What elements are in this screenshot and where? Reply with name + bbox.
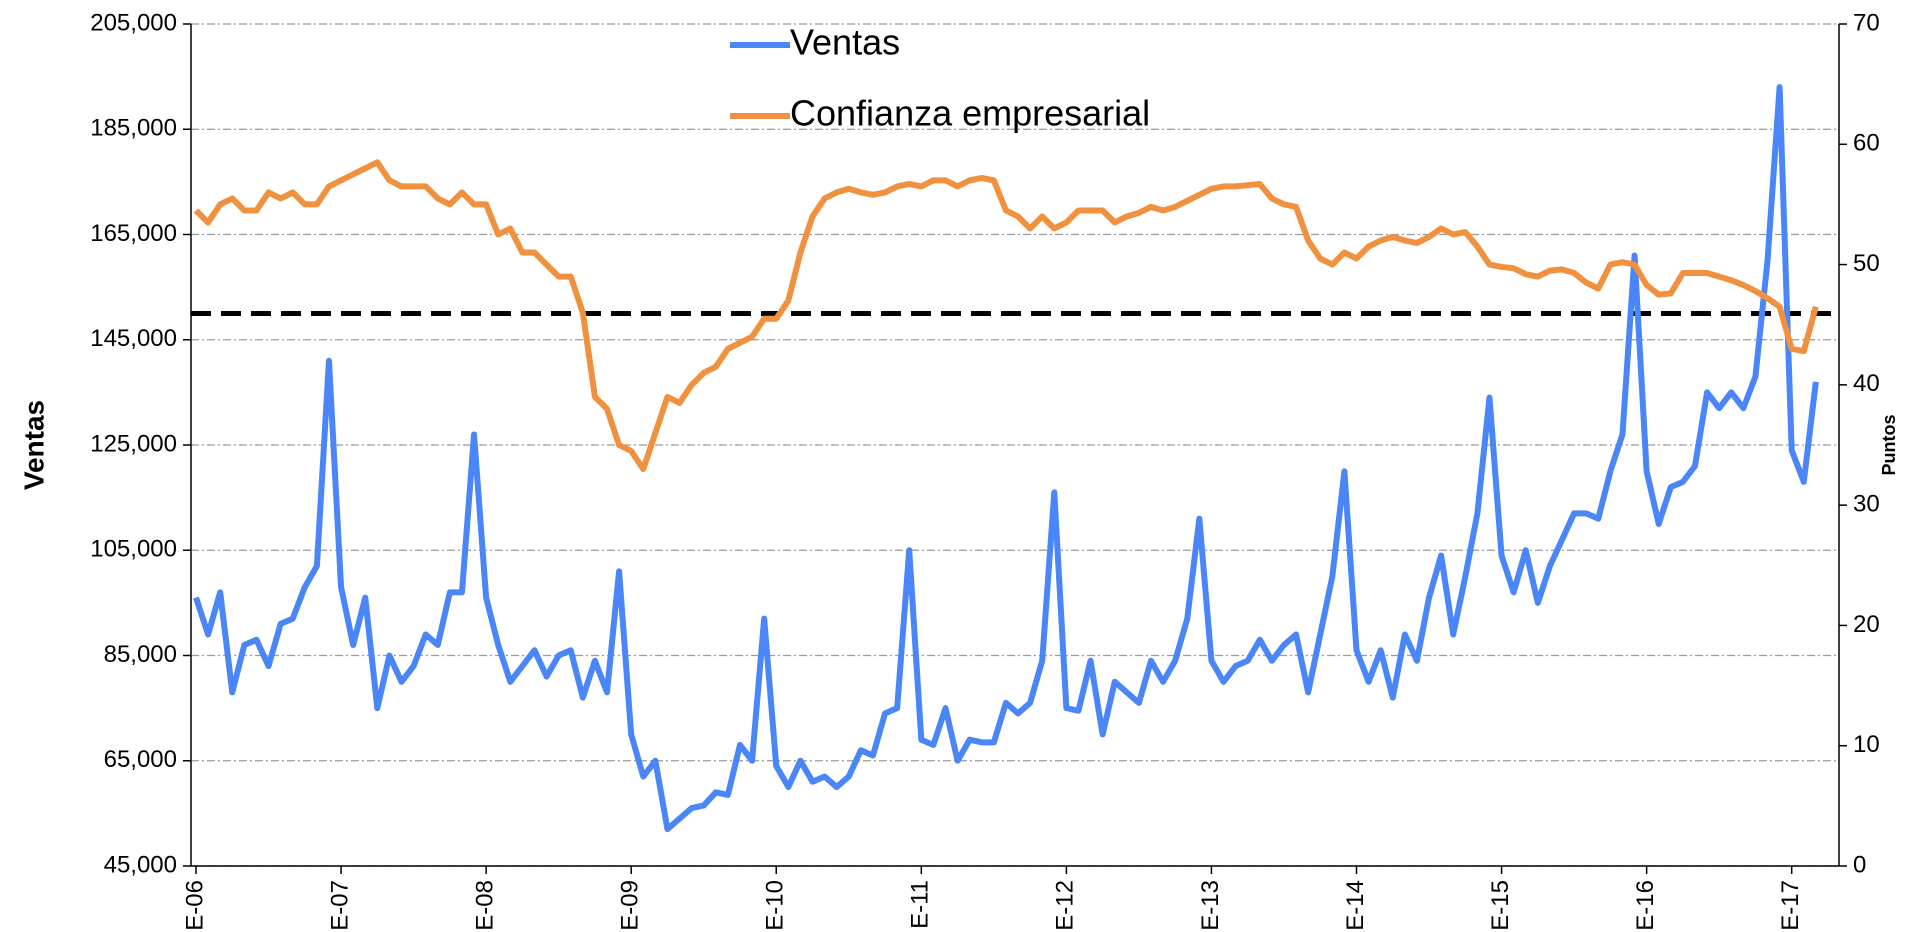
legend-label: Confianza empresarial (790, 93, 1150, 134)
x-tick-label: E-10 (762, 880, 789, 931)
y-tick-label: 205,000 (90, 9, 177, 36)
y2-tick-label: 50 (1853, 250, 1880, 277)
y-tick-label: 45,000 (104, 851, 177, 878)
y-tick-label: 145,000 (90, 325, 177, 352)
y2-tick-label: 70 (1853, 9, 1880, 36)
y-tick-label: 105,000 (90, 536, 177, 563)
x-tick-label: E-07 (326, 880, 353, 931)
y-axis-label: Ventas (18, 400, 49, 490)
x-tick-label: E-06 (181, 880, 208, 931)
y2-tick-label: 60 (1853, 130, 1880, 157)
y-tick-label: 165,000 (90, 220, 177, 247)
x-tick-label: E-17 (1777, 880, 1804, 931)
x-tick-label: E-09 (617, 880, 644, 931)
y-tick-label: 125,000 (90, 430, 177, 457)
x-tick-label: E-13 (1197, 880, 1224, 931)
data-line (193, 84, 1819, 833)
y-tick-label: 85,000 (104, 641, 177, 668)
y2-tick-label: 10 (1853, 731, 1880, 758)
x-tick-label: E-08 (471, 880, 498, 931)
x-tick-label: E-16 (1632, 880, 1659, 931)
y-tick-label: 65,000 (104, 746, 177, 773)
legend-label: Ventas (790, 22, 900, 63)
data-line (193, 159, 1819, 473)
y2-axis-label: Puntos (1879, 415, 1899, 476)
y2-tick-label: 30 (1853, 490, 1880, 517)
x-tick-label: E-14 (1342, 880, 1369, 931)
x-tick-label: E-15 (1487, 880, 1514, 931)
x-tick-label: E-12 (1052, 880, 1079, 931)
x-tick-label: E-11 (907, 880, 934, 929)
y2-tick-label: 0 (1853, 851, 1866, 878)
y2-tick-label: 40 (1853, 370, 1880, 397)
y-tick-label: 185,000 (90, 115, 177, 142)
y2-tick-label: 20 (1853, 611, 1880, 638)
